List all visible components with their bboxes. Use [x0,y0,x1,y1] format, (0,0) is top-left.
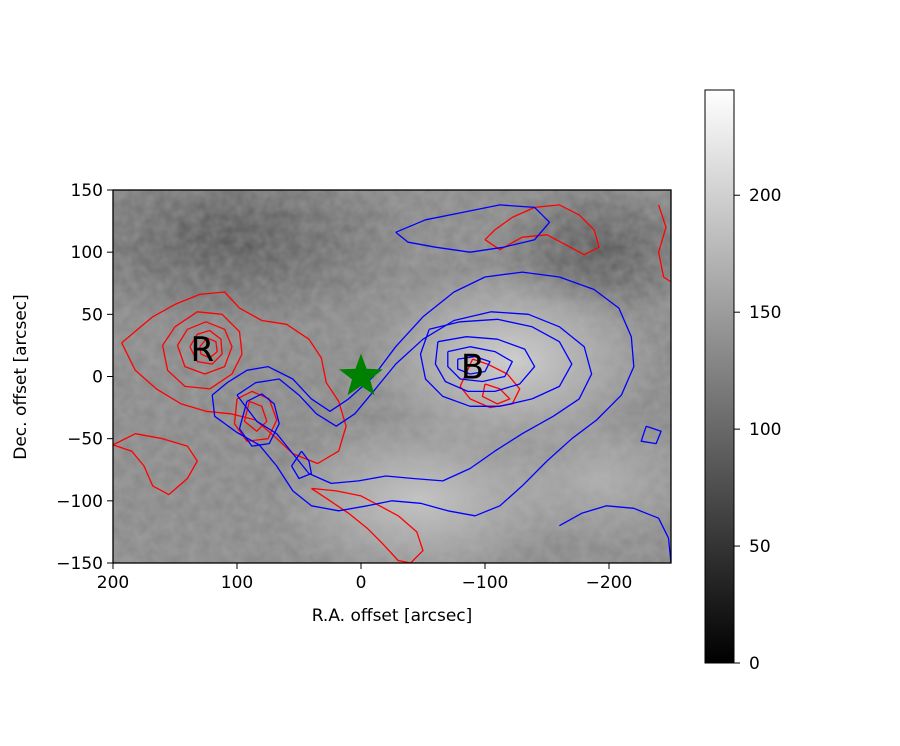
colorbar [704,89,735,664]
x-tick-label: 100 [221,573,253,593]
colorbar-tick-label: 50 [749,537,771,557]
blue-contour-2 [419,318,573,407]
red-contours [113,204,671,563]
blue-contour-1 [236,311,593,485]
red-contour-7 [113,433,198,496]
blue-contour-4 [447,346,513,383]
y-tick-label: 50 [81,305,103,325]
blue-contour-8 [395,204,551,253]
red-contour-8 [311,487,424,563]
red-contour-2 [176,321,233,375]
x-tick-label: 200 [97,573,129,593]
x-axis-label: R.A. offset [arcsec] [312,606,473,626]
y-tick-label: 0 [92,368,103,388]
red-contour-10 [481,383,511,405]
red-contour-6 [243,400,268,432]
red-contour-1 [161,311,243,390]
red-contour-0 [121,291,347,465]
blue-contour-7 [290,450,313,480]
annotation-r: R [190,330,214,370]
colorbar-tick-label: 100 [749,420,781,440]
blue-contours [211,204,671,563]
blue-contour-10 [640,425,662,445]
blue-contour-9 [559,505,671,563]
blue-contour-0 [211,271,635,517]
y-tick-label: −100 [56,492,103,512]
red-contour-3 [189,329,223,365]
colorbar-tick-label: 150 [749,303,781,323]
blue-contour-3 [434,336,536,393]
blue-contour-5 [457,355,491,375]
red-contour-5 [233,390,278,442]
colorbar-tick-label: 200 [749,186,781,206]
x-tick-label: −200 [586,573,633,593]
y-tick-label: −150 [56,554,103,574]
markers [339,353,383,396]
y-tick-label: 150 [71,181,103,201]
x-tick-label: −100 [462,573,509,593]
annotation-b: B [461,348,484,388]
red-contour-4 [199,337,218,359]
y-axis: −150 −100 −50 0 50 100 150 [56,181,113,574]
colorbar-axis: 0 50 100 150 200 [734,186,781,674]
red-contour-11 [484,204,600,256]
blue-contour-6 [238,393,280,447]
x-tick-label: 0 [356,573,367,593]
x-axis: 200 100 0 −100 −200 [97,563,633,593]
y-axis-label: Dec. offset [arcsec] [11,294,31,460]
intensity-image [113,190,671,563]
y-tick-label: 100 [71,243,103,263]
colorbar-tick-label: 0 [749,654,760,674]
y-tick-label: −50 [67,430,103,450]
source-star-icon [339,353,383,396]
red-contour-12 [657,204,671,283]
